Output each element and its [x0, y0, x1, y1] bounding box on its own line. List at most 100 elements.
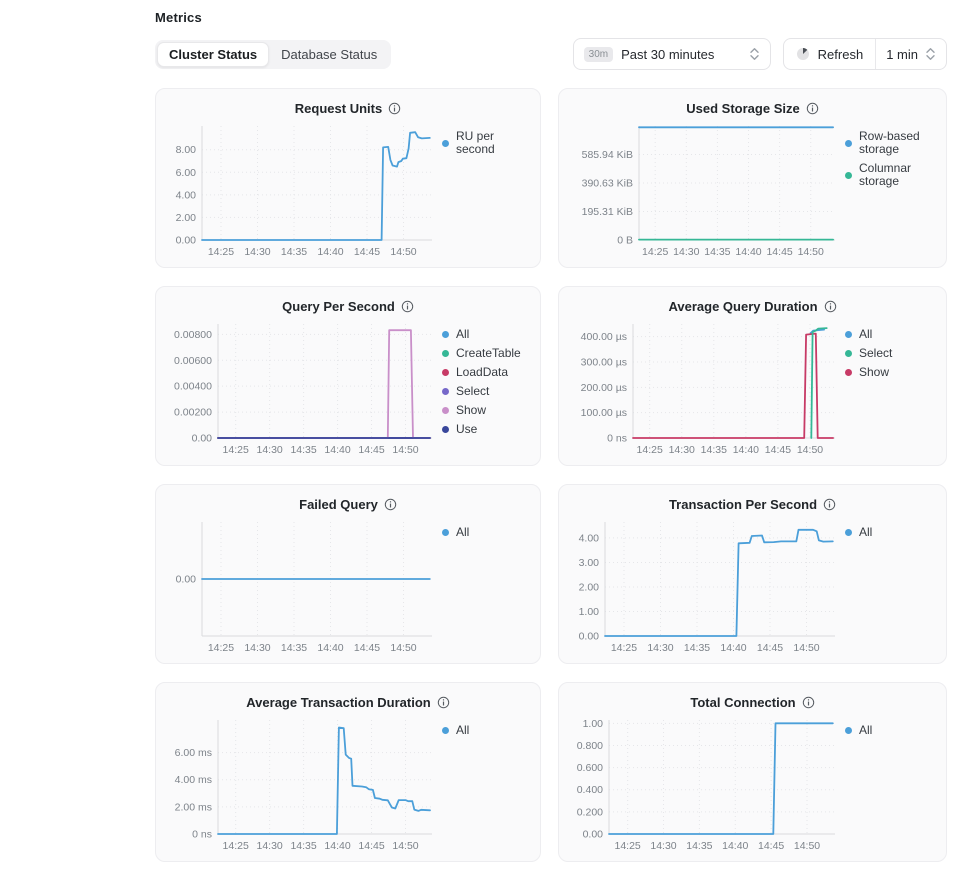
- chart-canvas[interactable]: 14:25 14:30 14:35 14:40 14:45 14:50 0 ns 100.00…: [569, 316, 841, 464]
- legend-dot: [442, 727, 449, 734]
- legend-dot: [442, 426, 449, 433]
- refresh-button[interactable]: Refresh: [784, 39, 876, 69]
- svg-text:0.400: 0.400: [577, 784, 603, 796]
- legend-item[interactable]: All: [442, 526, 530, 539]
- svg-text:14:50: 14:50: [390, 642, 416, 654]
- svg-text:0 ns: 0 ns: [607, 433, 627, 445]
- legend-label: All: [859, 327, 873, 341]
- legend-label: All: [859, 723, 873, 737]
- legend-item[interactable]: RU per second: [442, 130, 530, 156]
- chart-title: Failed Query: [299, 496, 378, 512]
- svg-text:1.00: 1.00: [583, 718, 604, 730]
- svg-text:14:30: 14:30: [647, 642, 673, 654]
- legend-label: Select: [456, 384, 490, 398]
- svg-text:400.00 µs: 400.00 µs: [581, 331, 627, 343]
- svg-text:195.31 KiB: 195.31 KiB: [582, 206, 633, 218]
- info-icon[interactable]: [384, 498, 397, 511]
- svg-text:0.00: 0.00: [579, 631, 600, 643]
- svg-text:390.63 KiB: 390.63 KiB: [582, 177, 633, 189]
- info-icon[interactable]: [388, 102, 401, 115]
- legend-dot: [845, 529, 852, 536]
- svg-text:0.600: 0.600: [577, 762, 603, 774]
- legend-item[interactable]: LoadData: [442, 366, 530, 379]
- tab-cluster-status[interactable]: Cluster Status: [157, 41, 270, 67]
- svg-text:0.00: 0.00: [192, 433, 213, 445]
- time-range-select[interactable]: 30m Past 30 minutes: [572, 38, 771, 70]
- legend-dot: [442, 331, 449, 338]
- legend-dot: [845, 369, 852, 376]
- chart-card: Total Connection 14:25 14:30 14:35 14:40 14:…: [558, 682, 947, 862]
- info-icon[interactable]: [824, 300, 837, 313]
- time-range-label: Past 30 minutes: [621, 46, 715, 62]
- svg-text:585.94 KiB: 585.94 KiB: [582, 149, 633, 161]
- chart-title: Transaction Per Second: [668, 496, 818, 512]
- legend-item[interactable]: Select: [845, 347, 936, 360]
- chart-card: Request Units 14:25 14:30 14:35 14:40 14:45 1…: [155, 88, 541, 268]
- legend-item[interactable]: Show: [442, 404, 530, 417]
- svg-text:14:30: 14:30: [244, 642, 270, 654]
- svg-text:14:50: 14:50: [392, 840, 418, 852]
- legend-dot: [845, 350, 852, 357]
- chart-canvas[interactable]: 14:25 14:30 14:35 14:40 14:45 14:50 0.00 1.00 2.…: [569, 514, 841, 662]
- svg-text:14:50: 14:50: [794, 840, 820, 852]
- svg-text:2.00 ms: 2.00 ms: [175, 801, 212, 813]
- info-icon[interactable]: [823, 498, 836, 511]
- svg-text:14:45: 14:45: [757, 642, 783, 654]
- legend-item[interactable]: Row-based storage: [845, 130, 936, 156]
- legend-item[interactable]: All: [845, 328, 936, 341]
- legend-item[interactable]: All: [845, 526, 936, 539]
- chart-canvas[interactable]: 14:25 14:30 14:35 14:40 14:45 14:50 0.00: [166, 514, 438, 662]
- legend-item[interactable]: Columnar storage: [845, 162, 936, 188]
- chart-canvas[interactable]: 14:25 14:30 14:35 14:40 14:45 14:50 0.00 0.0020…: [166, 316, 438, 464]
- info-icon[interactable]: [401, 300, 414, 313]
- legend-item[interactable]: All: [442, 328, 530, 341]
- svg-text:14:45: 14:45: [765, 444, 791, 456]
- legend-dot: [442, 529, 449, 536]
- info-icon[interactable]: [802, 696, 815, 709]
- chart-canvas[interactable]: 14:25 14:30 14:35 14:40 14:45 14:50 0.00 2.00 4.…: [166, 118, 438, 266]
- svg-text:14:30: 14:30: [256, 840, 282, 852]
- tab-database-status[interactable]: Database Status: [281, 46, 378, 62]
- legend-dot: [845, 331, 852, 338]
- chart-title-row: Average Transaction Duration: [166, 692, 530, 712]
- legend-label: Show: [859, 365, 890, 379]
- svg-text:14:40: 14:40: [324, 840, 350, 852]
- legend-dot: [442, 350, 449, 357]
- chart-title-row: Query Per Second: [166, 296, 530, 316]
- chart-title-row: Total Connection: [569, 692, 936, 712]
- info-icon[interactable]: [437, 696, 450, 709]
- svg-text:14:30: 14:30: [669, 444, 695, 456]
- svg-text:14:25: 14:25: [637, 444, 663, 456]
- legend-item[interactable]: Show: [845, 366, 936, 379]
- svg-text:14:35: 14:35: [281, 642, 307, 654]
- chart-legend: All: [845, 712, 936, 860]
- legend-dot: [442, 369, 449, 376]
- info-icon[interactable]: [806, 102, 819, 115]
- legend-label: RU per second: [456, 129, 495, 156]
- refresh-interval-select[interactable]: 1 min: [876, 39, 946, 69]
- refresh-group: Refresh 1 min: [782, 38, 947, 70]
- svg-text:14:50: 14:50: [793, 642, 819, 654]
- legend-dot: [845, 727, 852, 734]
- chart-card: Failed Query 14:25 14:30 14:35 14:40 14:45 14…: [155, 484, 541, 664]
- chart-card: Query Per Second 14:25 14:30 14:35 14:40 14:…: [155, 286, 541, 466]
- legend-item[interactable]: Use: [442, 423, 530, 436]
- legend-item[interactable]: All: [442, 724, 530, 737]
- legend-label: All: [859, 525, 873, 539]
- legend-item[interactable]: CreateTable: [442, 347, 530, 360]
- chevron-updown-icon: [749, 47, 760, 61]
- chart-canvas[interactable]: 14:25 14:30 14:35 14:40 14:45 14:50 0 ns 2.00 m…: [166, 712, 438, 860]
- chart-title: Query Per Second: [282, 298, 395, 314]
- svg-text:1.00: 1.00: [579, 606, 600, 618]
- svg-text:14:30: 14:30: [256, 444, 282, 456]
- chart-body: 14:25 14:30 14:35 14:40 14:45 14:50 0.00 0.200 0…: [569, 712, 936, 860]
- chart-title: Average Transaction Duration: [246, 694, 431, 710]
- chart-canvas[interactable]: 14:25 14:30 14:35 14:40 14:45 14:50 0 B 195.31 …: [569, 118, 841, 266]
- svg-text:14:40: 14:40: [720, 642, 746, 654]
- legend-item[interactable]: Select: [442, 385, 530, 398]
- svg-text:14:40: 14:40: [735, 246, 761, 258]
- chart-canvas[interactable]: 14:25 14:30 14:35 14:40 14:45 14:50 0.00 0.200 0…: [569, 712, 841, 860]
- legend-dot: [442, 139, 449, 147]
- svg-text:14:30: 14:30: [673, 246, 699, 258]
- legend-item[interactable]: All: [845, 724, 936, 737]
